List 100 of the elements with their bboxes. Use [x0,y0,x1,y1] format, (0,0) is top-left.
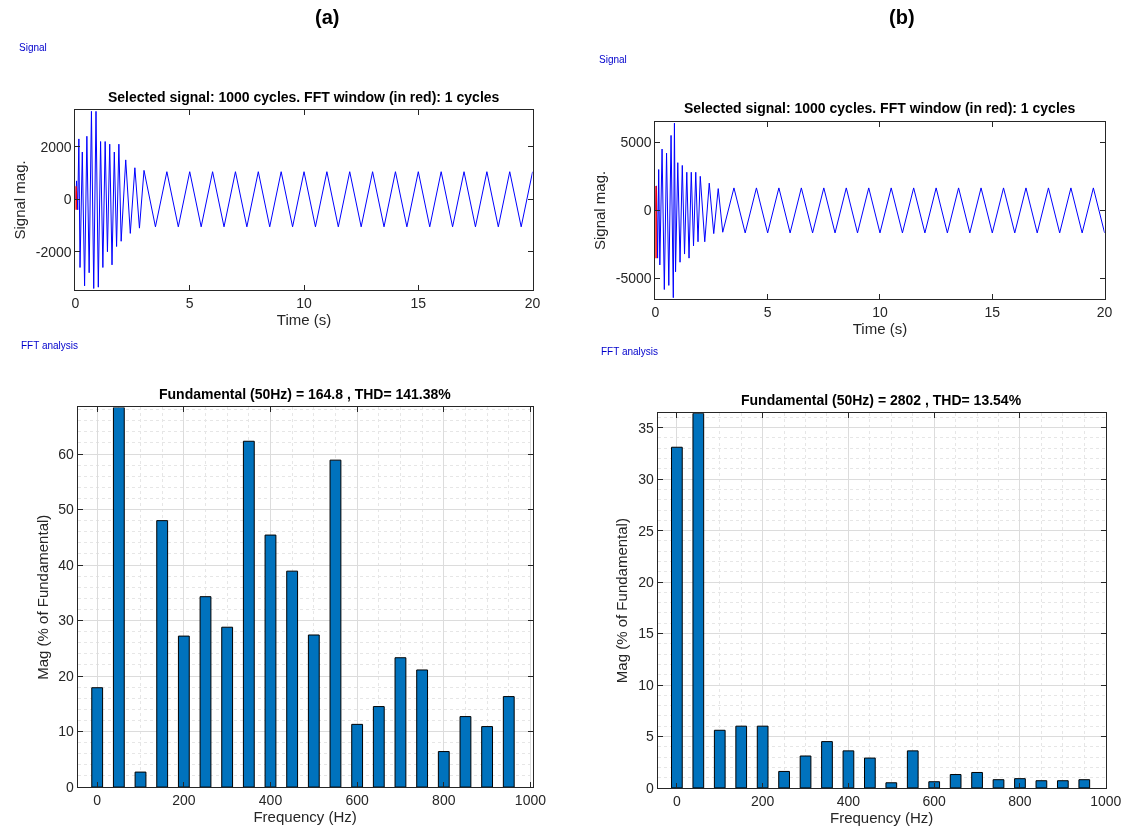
y-tick-label: 30 [638,471,654,488]
text: FFT analysis [21,340,79,351]
y-tick-label: 0 [645,779,654,796]
y-axis-title: Mag (% of Fundamental) [613,518,631,684]
y-tick-label: 25 [638,522,654,539]
x-tick-label: 0 [93,791,102,808]
bar [1035,780,1048,788]
bar [177,635,190,788]
y-axis-title: Signal mag. [11,160,29,240]
chart-title: Selected signal: 1000 cycles. FFT window (in red): 1 cycles [684,100,1076,116]
x-tick-label: 800 [432,791,456,808]
bar [778,770,790,788]
y-tick-label: 60 [58,445,75,462]
x-axis-title: Frequency (Hz) [253,807,357,825]
bar [156,520,169,788]
y-axis-title: Signal mag. [590,170,608,251]
y-tick-label: 5 [645,728,654,745]
x-axis-title: Time (s) [852,319,908,337]
bar [1078,779,1091,788]
bar [1056,780,1069,788]
text: Signal [599,54,627,65]
chart-title: Fundamental (50Hz) = 164.8 , THD= 141.38% [159,386,452,402]
y-tick-label: 50 [58,501,75,518]
bar [864,757,876,788]
bar [437,751,450,788]
bar [971,771,983,788]
x-tick-label: 20 [1096,303,1113,320]
y-tick-label: 30 [58,612,75,629]
bar [416,669,429,788]
bar [329,459,342,788]
y-tick-label: 0 [66,778,75,795]
bar [394,657,407,788]
x-tick-label: 200 [172,791,196,808]
bar [992,779,1005,788]
bar [735,725,748,788]
x-tick-label: 5 [763,303,772,320]
x-tick-label: 1000 [514,791,547,808]
bar [91,687,104,788]
x-tick-label: 1000 [1090,792,1122,809]
bar [906,750,919,788]
y-tick-label: 35 [638,419,654,436]
bar [481,726,494,788]
line-series [75,184,78,212]
bar [307,634,320,788]
x-tick-label: 200 [750,792,775,809]
y-tick-label: -2000 [35,243,72,260]
x-tick-label: 5 [185,294,194,311]
bar [756,725,769,788]
bar [459,716,472,788]
x-tick-label: 800 [1008,792,1032,809]
bar [928,781,941,788]
bar [671,446,683,788]
bar [692,413,705,788]
y-tick-label: 0 [63,191,72,208]
y-tick-label: 5000 [620,134,652,151]
y-tick-label: 10 [58,723,75,740]
text: (a) [315,6,340,28]
bar [372,706,385,788]
bar [821,741,833,788]
x-tick-label: 400 [258,791,283,808]
line-series [655,184,658,260]
y-tick-label: -5000 [615,270,652,287]
x-axis-title: Time (s) [276,310,332,328]
y-tick-label: 20 [58,667,75,684]
y-tick-label: 15 [638,625,654,642]
x-tick-label: 15 [410,294,427,311]
bar [949,774,962,788]
x-tick-label: 600 [922,792,947,809]
y-tick-label: 0 [643,202,652,219]
bar [713,729,726,788]
y-tick-label: 10 [638,676,654,693]
bar [885,782,898,788]
bar [112,407,125,788]
text: Signal [19,42,47,53]
chart-title: Fundamental (50Hz) = 2802 , THD= 13.54% [741,392,1022,408]
x-axis-title: Frequency (Hz) [829,808,934,826]
line-series [75,110,533,289]
bar [351,723,364,788]
x-tick-label: 15 [984,303,1001,320]
bar [502,696,515,788]
line-series [655,122,1105,299]
bar [242,440,255,788]
y-tick-label: 20 [638,573,654,590]
x-tick-label: 400 [836,792,861,809]
y-tick-label: 2000 [40,138,72,155]
x-tick-label: 600 [345,791,370,808]
x-tick-label: 0 [672,792,681,809]
text: FFT analysis [601,346,659,357]
y-tick-label: 40 [58,556,75,573]
bar [134,771,147,788]
bar [799,755,812,788]
x-tick-label: 10 [872,303,888,320]
bar [264,534,277,788]
y-axis-title: Mag (% of Fundamental) [33,514,51,680]
x-tick-label: 10 [296,294,313,311]
bar [221,626,234,788]
x-tick-label: 20 [524,294,541,311]
bar [842,750,855,788]
text: (b) [889,6,915,28]
bar [286,570,299,788]
